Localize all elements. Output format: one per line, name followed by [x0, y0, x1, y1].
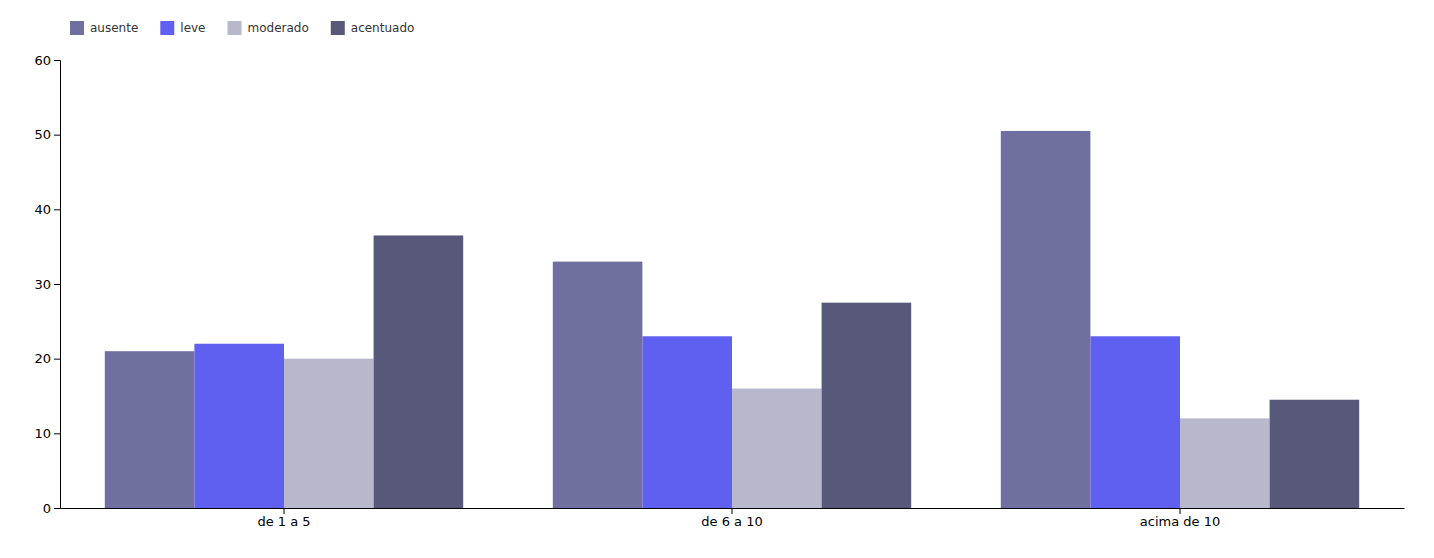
tick: 30 [34, 277, 60, 292]
tick-mark [54, 60, 60, 61]
tick-label: 50 [34, 127, 51, 142]
tick-label: 0 [43, 501, 51, 516]
bar [732, 389, 822, 508]
tick: 10 [34, 426, 60, 441]
tick-mark [54, 508, 60, 509]
bar [642, 336, 732, 508]
bar [1090, 336, 1180, 508]
tick-mark [54, 284, 60, 285]
tick: 0 [43, 501, 60, 516]
tick-label: de 6 a 10 [701, 514, 762, 529]
legend-label: moderado [248, 21, 309, 35]
legend-swatch [160, 21, 174, 35]
legend-label: ausente [90, 21, 138, 35]
tick: 20 [34, 351, 60, 366]
legend-item: leve [160, 21, 205, 35]
bar [284, 359, 374, 508]
tick: de 6 a 10 [701, 508, 762, 529]
tick-mark [54, 209, 60, 210]
bars [105, 131, 1359, 508]
tick-mark [1180, 508, 1181, 514]
tick-label: 20 [34, 351, 51, 366]
tick: de 1 a 5 [257, 508, 310, 529]
axis-line [54, 61, 61, 509]
tick-mark [54, 359, 60, 360]
legend-item: acentuado [331, 21, 415, 35]
bar [1180, 418, 1270, 508]
tick-label: 40 [34, 202, 51, 217]
legend: ausente leve moderado acentuado [70, 21, 414, 35]
bar [374, 235, 464, 508]
tick-mark [54, 135, 60, 136]
legend-item: ausente [70, 21, 138, 35]
bar [194, 344, 284, 508]
bar [105, 351, 195, 508]
legend-item: moderado [228, 21, 309, 35]
tick: 40 [34, 202, 60, 217]
chart: 0 10 20 30 40 50 60 de 1 a 5 de 6 a 10 acima de 1… [0, 0, 1434, 558]
legend-label: acentuado [351, 21, 415, 35]
legend-swatch [331, 21, 345, 35]
plot: 0 10 20 30 40 50 60 de 1 a 5 de 6 a 10 acima de 1… [34, 53, 1404, 530]
tick-label: 60 [34, 53, 51, 68]
bar [553, 262, 643, 508]
legend-swatch [228, 21, 242, 35]
tick-mark [732, 508, 733, 514]
y-axis: 0 10 20 30 40 50 60 [34, 53, 60, 516]
x-axis: de 1 a 5 de 6 a 10 acima de 10 [61, 508, 1405, 529]
legend-swatch [70, 21, 84, 35]
tick-label: 30 [34, 277, 51, 292]
tick-mark [284, 508, 285, 514]
tick: 60 [34, 53, 60, 68]
bar [1001, 131, 1091, 508]
legend-label: leve [180, 21, 205, 35]
tick-mark [54, 433, 60, 434]
tick-label: 10 [34, 426, 51, 441]
bar [822, 303, 912, 508]
tick-label: de 1 a 5 [257, 514, 310, 529]
tick: 50 [34, 127, 60, 142]
tick: acima de 10 [1140, 508, 1220, 529]
tick-label: acima de 10 [1140, 514, 1220, 529]
bar [1270, 400, 1360, 508]
